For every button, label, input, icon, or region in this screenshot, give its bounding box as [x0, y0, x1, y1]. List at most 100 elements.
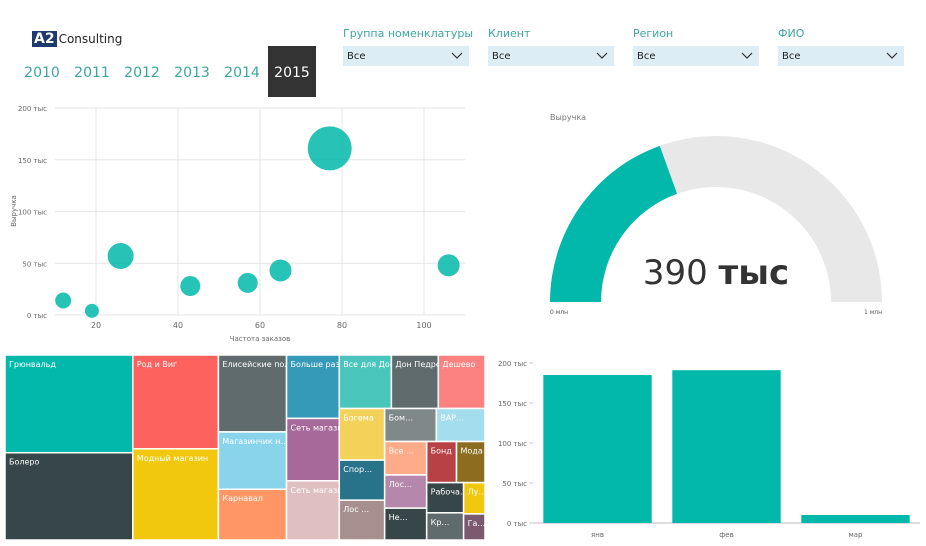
treemap-label: Все …	[389, 447, 414, 456]
filter-label: Группа номенклатуры	[343, 27, 474, 40]
gauge-max-label: 1 млн	[864, 309, 882, 316]
treemap-tile	[425, 481, 465, 514]
treemap-tile	[383, 507, 428, 541]
treemap-label: Кр…	[431, 518, 450, 527]
year-button[interactable]: 2011	[74, 65, 110, 81]
y-tick-label: 150 тыс	[498, 400, 527, 408]
filter-label: ФИО	[778, 27, 805, 40]
filter-dropdown[interactable]: Все	[778, 46, 904, 66]
bar	[672, 370, 781, 523]
gauge-unit: тыс	[719, 253, 790, 293]
treemap-label: Все для Дома	[343, 360, 401, 369]
year-button[interactable]: 2015	[268, 46, 316, 97]
x-tick-label: 40	[173, 321, 183, 330]
y-tick-label: 200 тыс	[18, 105, 47, 113]
year-button[interactable]: 2012	[124, 65, 160, 81]
y-tick-label: 150 тыс	[18, 157, 47, 165]
bubble	[307, 126, 352, 171]
treemap-tile	[390, 354, 440, 410]
gauge-title: Выручка	[550, 113, 586, 122]
x-tick-label: янв	[591, 531, 604, 539]
y-tick-label: 100 тыс	[18, 209, 47, 217]
y-tick-label: 50 тыс	[502, 480, 527, 488]
bar	[543, 375, 652, 523]
treemap-tile	[4, 354, 134, 454]
bubble	[84, 303, 99, 318]
logo: A2 Consulting	[32, 28, 123, 47]
chevron	[741, 52, 753, 59]
treemap-tile	[462, 513, 486, 541]
filter-dropdown[interactable]: Все	[343, 46, 469, 66]
x-tick-label: фев	[719, 531, 733, 539]
treemap-tile	[132, 354, 220, 450]
year-button[interactable]: 2013	[174, 65, 210, 81]
y-tick-label: 50 тыс	[22, 260, 47, 268]
x-tick-label: 20	[91, 321, 101, 330]
treemap-label: Больше разм…	[291, 360, 354, 369]
treemap-label: Мода с…	[461, 447, 498, 456]
logo-mark: A2	[32, 31, 57, 47]
treemap-label: Карнавал	[222, 494, 263, 503]
y-tick-label: 0 тыс	[507, 520, 527, 528]
treemap-label: Лу…	[468, 488, 487, 497]
treemap-label: Не…	[389, 513, 408, 522]
logo-text: Consulting	[58, 32, 123, 46]
treemap-label: ВАР…	[440, 414, 464, 423]
year-button[interactable]: 2014	[224, 65, 260, 81]
y-axis-label: Выручка	[10, 195, 18, 227]
chevron	[886, 52, 898, 59]
treemap-label: Елисейские поля	[222, 360, 294, 369]
treemap-tile	[383, 407, 438, 443]
x-tick-label: 80	[337, 321, 347, 330]
treemap-tile	[285, 417, 341, 482]
y-tick-label: 0 тыс	[27, 312, 47, 320]
gauge-min-label: 0 млн	[550, 309, 568, 316]
filter-dropdown[interactable]: Все	[488, 46, 614, 66]
gauge-value: 390 тыс	[643, 253, 789, 293]
treemap-label: Рабоча…	[431, 488, 468, 497]
gauge-fill	[550, 145, 678, 302]
treemap-label: Лос…	[389, 480, 412, 489]
treemap-label: Бом…	[389, 414, 413, 423]
treemap-tile	[217, 354, 288, 433]
treemap-label: Спор…	[343, 465, 372, 474]
treemap-tile	[285, 354, 341, 420]
year-button[interactable]: 2010	[24, 65, 60, 81]
filter-label: Клиент	[488, 27, 531, 40]
x-tick-label: 60	[255, 321, 265, 330]
treemap-tile	[217, 488, 288, 541]
treemap-label: Модный магазин	[137, 454, 208, 463]
bubble	[237, 272, 258, 293]
treemap-label: Сеть магазин…	[291, 486, 356, 495]
y-tick-label: 200 тыс	[498, 360, 527, 368]
bubble	[269, 259, 292, 282]
x-axis-label: Частота заказов	[230, 335, 291, 343]
bubble	[437, 254, 460, 277]
filter-label: Регион	[633, 27, 674, 40]
bubble	[55, 292, 72, 309]
gauge-number: 390	[643, 253, 708, 293]
treemap-label: Сеть магазин…	[291, 423, 356, 432]
treemap-label: Лос …	[343, 505, 369, 514]
gauge-track	[659, 136, 882, 302]
bar	[801, 515, 910, 523]
treemap-label: Род и Виг	[137, 360, 177, 369]
filter-dropdown[interactable]: Все	[633, 46, 759, 66]
x-tick-label: 100	[416, 321, 431, 330]
bubble	[107, 243, 134, 270]
treemap-tile	[4, 451, 134, 541]
treemap-label: Га…	[468, 519, 486, 528]
x-tick-label: мар	[848, 531, 863, 539]
treemap-tile	[338, 459, 386, 501]
treemap-tile	[285, 480, 341, 541]
treemap-tile	[437, 354, 486, 410]
chevron	[596, 52, 608, 59]
bubble	[180, 276, 201, 297]
treemap-label: Дон Педро	[395, 360, 440, 369]
chevron	[451, 52, 463, 59]
y-tick-label: 100 тыс	[498, 440, 527, 448]
treemap-tile	[425, 440, 458, 484]
treemap-label: Грюнвальд	[9, 360, 56, 369]
